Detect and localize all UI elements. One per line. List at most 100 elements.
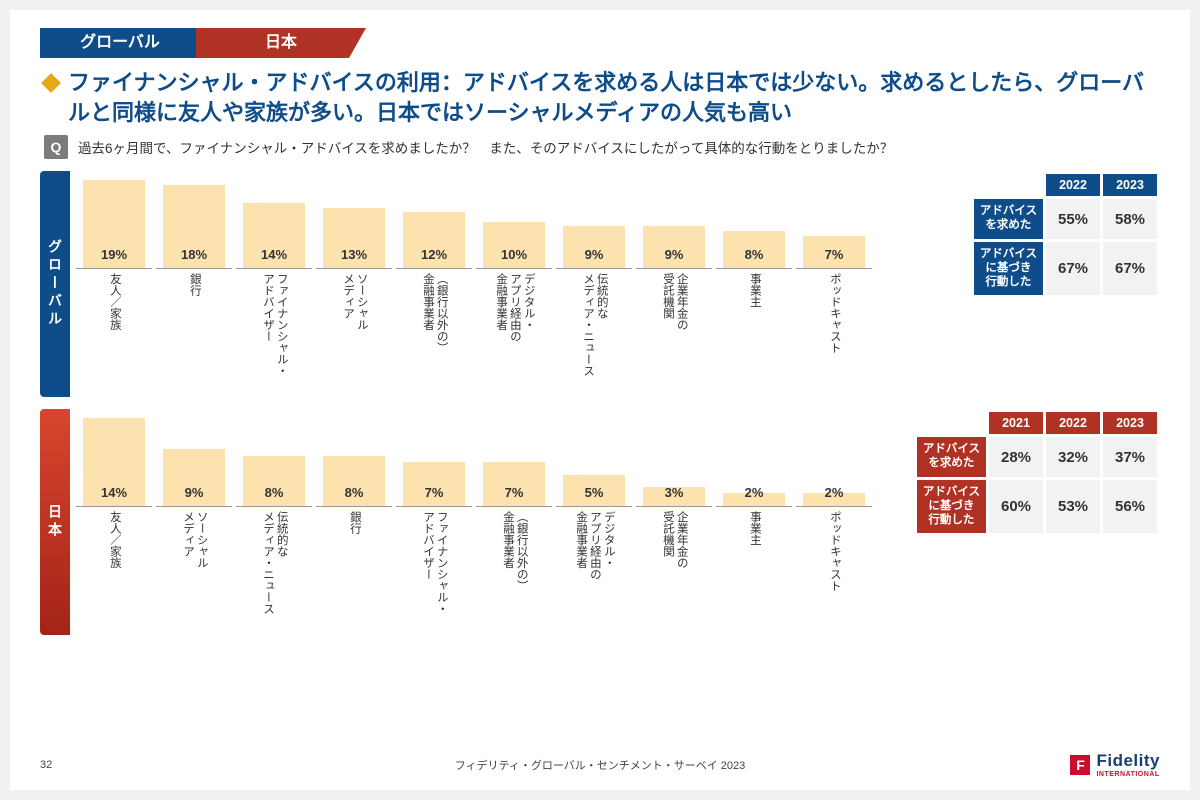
- table-cell: 37%: [1103, 437, 1157, 477]
- bar-column: 12% （銀行以外の） 金融事業者: [396, 177, 472, 393]
- bar-column: 8%事業主: [716, 177, 792, 393]
- bar-column: 5% デジタル・ アプリ経由の 金融事業者: [556, 415, 632, 631]
- bar: 3%: [643, 487, 705, 506]
- bar-value: 7%: [803, 247, 865, 262]
- bar-value: 2%: [803, 485, 865, 500]
- bar-value: 10%: [483, 247, 545, 262]
- row-label: アドバイス を求めた: [917, 437, 986, 477]
- slide: グローバル 日本 ファイナンシャル・アドバイスの利用：アドバイスを求める人は日本…: [10, 10, 1190, 790]
- bar-label: （銀行以外の） 金融事業者: [420, 273, 448, 393]
- title-row: ファイナンシャル・アドバイスの利用：アドバイスを求める人は日本では少ない。求める…: [44, 68, 1156, 127]
- global-summary-table: 20222023アドバイス を求めた55%58%アドバイス に基づき 行動した6…: [971, 171, 1160, 397]
- bar-value: 3%: [643, 485, 705, 500]
- bar: 2%: [803, 493, 865, 506]
- bar: 8%: [323, 456, 385, 506]
- tab-global: グローバル: [40, 28, 200, 58]
- region-tabs: グローバル 日本: [40, 28, 1160, 58]
- table-cell: 55%: [1046, 199, 1100, 239]
- bar-column: 2% 事業主: [716, 415, 792, 631]
- bar: 19%: [83, 180, 145, 268]
- bar: 14%: [243, 203, 305, 268]
- japan-summary-table: 202120222023アドバイス を求めた28%32%37%アドバイス に基づ…: [914, 409, 1160, 635]
- global-bar-chart: 19% 友人／家族 18% 銀行 14% ファイナンシャル・ アドバイザー 13% ソーシャル…: [70, 171, 961, 397]
- bar-column: 9%ソーシャル メディア: [156, 415, 232, 631]
- row-label: アドバイス に基づき 行動した: [974, 242, 1043, 295]
- bar-label: ファイナンシャル・ アドバイザー: [260, 273, 288, 393]
- diamond-bullet-icon: [41, 73, 61, 93]
- bar-column: 18% 銀行: [156, 177, 232, 393]
- year-header: 2022: [1046, 174, 1100, 196]
- bar-column: 7% ポッドキャスト: [796, 177, 872, 393]
- bar-label: （銀行以外の） 金融事業者: [500, 511, 528, 631]
- row-label: アドバイス に基づき 行動した: [917, 480, 986, 533]
- year-header: 2023: [1103, 412, 1157, 434]
- bar-label: デジタル・ アプリ経由の 金融事業者: [493, 273, 534, 393]
- bar-label: ポッドキャスト: [827, 273, 841, 393]
- bar-label: デジタル・ アプリ経由の 金融事業者: [573, 511, 614, 631]
- bar-value: 7%: [483, 485, 545, 500]
- global-side-tab: グローバル: [40, 171, 70, 397]
- bar-column: 10% デジタル・ アプリ経由の 金融事業者: [476, 177, 552, 393]
- bar: 10%: [483, 222, 545, 268]
- bar-column: 9% 伝統的な メディア・ニュース: [556, 177, 632, 393]
- brand-subtitle: INTERNATIONAL: [1096, 771, 1160, 778]
- bar-label: ソーシャル メディア: [340, 273, 368, 393]
- bar-label: 企業年金の 受託機関: [660, 511, 688, 631]
- bar-column: 2% ポッドキャスト: [796, 415, 872, 631]
- japan-bar-chart: 14%友人／家族9%ソーシャル メディア8%伝統的な メディア・ニュース8%銀行…: [70, 409, 904, 635]
- footer-caption: フィデリティ・グローバル・センチメント・サーベイ 2023: [40, 757, 1160, 773]
- bar-label: 事業主: [747, 511, 761, 631]
- bar: 14%: [83, 418, 145, 506]
- bar-column: 3% 企業年金の 受託機関: [636, 415, 712, 631]
- bar-value: 9%: [643, 247, 705, 262]
- year-header: 2023: [1103, 174, 1157, 196]
- bar-column: 14%友人／家族: [76, 415, 152, 631]
- bar-value: 9%: [563, 247, 625, 262]
- global-panel: グローバル 19% 友人／家族 18% 銀行 14% ファイナンシャル・ アドバイザー 13…: [40, 171, 1160, 397]
- bar-column: 9% 企業年金の 受託機関: [636, 177, 712, 393]
- bar-value: 7%: [403, 485, 465, 500]
- bar: 13%: [323, 208, 385, 268]
- question-text: 過去6ヶ月間で、ファイナンシャル・アドバイスを求めましたか？ また、そのアドバイ…: [78, 137, 893, 157]
- japan-panel: 日本 14%友人／家族9%ソーシャル メディア8%伝統的な メディア・ニュース8…: [40, 409, 1160, 635]
- bar-label: ソーシャル メディア: [180, 511, 208, 631]
- bar-column: 7%ファイナンシャル・ アドバイザー: [396, 415, 472, 631]
- bar-value: 14%: [83, 485, 145, 500]
- brand-square-icon: F: [1070, 755, 1090, 775]
- table-cell: 56%: [1103, 480, 1157, 533]
- brand-name: Fidelity: [1096, 751, 1160, 771]
- year-header: 2021: [989, 412, 1043, 434]
- bar: 8%: [243, 456, 305, 506]
- question-badge-icon: Q: [44, 135, 68, 159]
- bar-value: 5%: [563, 485, 625, 500]
- footer: 32 フィデリティ・グローバル・センチメント・サーベイ 2023 F Fidel…: [40, 751, 1160, 778]
- bar: 7%: [483, 462, 545, 506]
- bar-value: 18%: [163, 247, 225, 262]
- slide-title: ファイナンシャル・アドバイスの利用：アドバイスを求める人は日本では少ない。求める…: [68, 68, 1156, 127]
- bar-label: 伝統的な メディア・ニュース: [580, 273, 608, 393]
- bar: 9%: [563, 226, 625, 268]
- bar-label: ポッドキャスト: [827, 511, 841, 631]
- table-cell: 67%: [1046, 242, 1100, 295]
- question-row: Q 過去6ヶ月間で、ファイナンシャル・アドバイスを求めましたか？ また、そのアド…: [44, 135, 1156, 159]
- bar-column: 14% ファイナンシャル・ アドバイザー: [236, 177, 312, 393]
- bar: 8%: [723, 231, 785, 268]
- bar-label: 友人／家族: [107, 273, 121, 393]
- bar: 18%: [163, 185, 225, 268]
- bar-column: 13% ソーシャル メディア: [316, 177, 392, 393]
- japan-side-tab: 日本: [40, 409, 70, 635]
- tab-japan: 日本: [196, 28, 366, 58]
- table-cell: 32%: [1046, 437, 1100, 477]
- bar-label: 企業年金の 受託機関: [660, 273, 688, 393]
- bar: 5%: [563, 475, 625, 506]
- bar-label: 銀行: [187, 273, 201, 393]
- table-cell: 60%: [989, 480, 1043, 533]
- bar: 7%: [803, 236, 865, 268]
- bar-value: 2%: [723, 485, 785, 500]
- bar: 12%: [403, 212, 465, 268]
- year-header: 2022: [1046, 412, 1100, 434]
- bar-value: 8%: [323, 485, 385, 500]
- bar-value: 12%: [403, 247, 465, 262]
- bar: 7%: [403, 462, 465, 506]
- table-cell: 53%: [1046, 480, 1100, 533]
